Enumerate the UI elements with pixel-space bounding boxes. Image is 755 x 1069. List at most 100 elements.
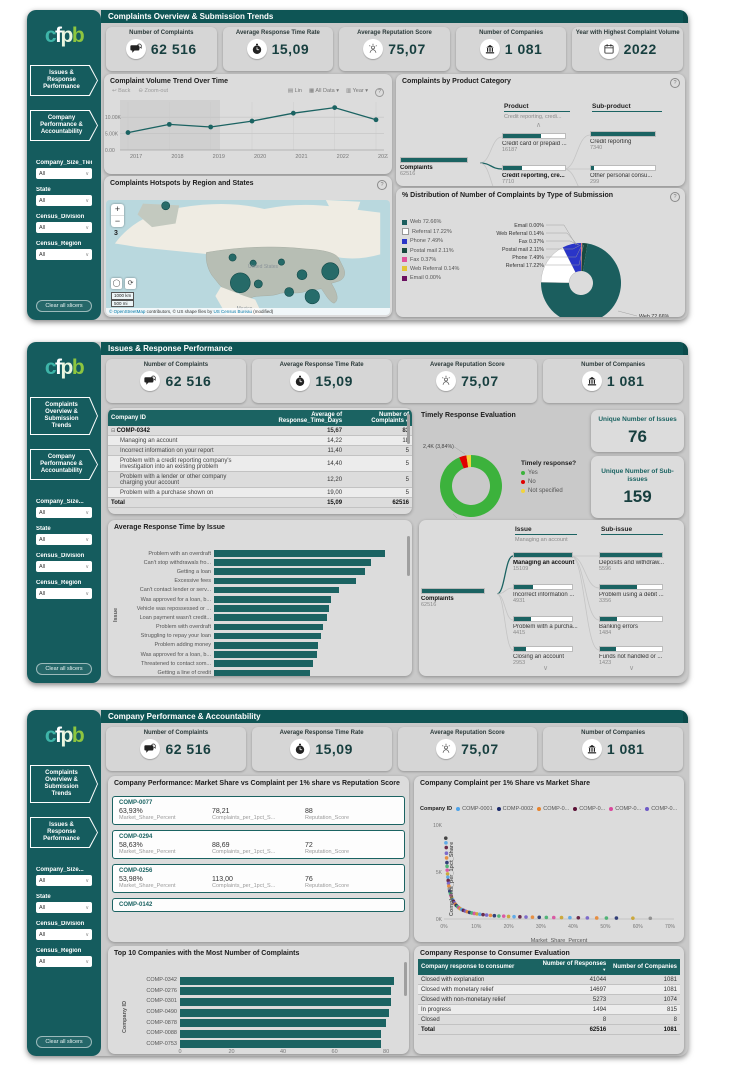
issue-bar-5[interactable] [214, 596, 332, 603]
complaint-bubble-6[interactable] [296, 269, 308, 281]
clear-slicers-button[interactable]: Clear all slicers [36, 663, 92, 675]
issue-bar-13[interactable] [214, 669, 311, 676]
clear-slicers-button[interactable]: Clear all slicers [36, 300, 92, 312]
tree-node-issue-0[interactable]: Managing an account 15109 [513, 552, 585, 572]
collapse-icon[interactable]: ∧ [536, 122, 542, 129]
company-card-partial[interactable]: COMP-0142 [112, 898, 405, 912]
complaint-bubble-3[interactable] [277, 258, 285, 266]
matrix-row[interactable]: Problem with a credit reporting company'… [108, 455, 412, 472]
tree-node-subissue-0[interactable]: Deposits and withdraw... 5596 [599, 552, 675, 572]
help-icon[interactable]: ? [670, 78, 680, 88]
company-card-COMP-0077[interactable]: COMP-0077 63,93% Market_Share_Percent 78,21… [112, 796, 405, 825]
data-point-2020[interactable] [249, 118, 255, 124]
expander-icon[interactable]: ⊟ [111, 427, 117, 434]
donut-segment-1[interactable] [459, 455, 469, 469]
reset-view-icon[interactable]: ⟳ [125, 278, 136, 289]
table-row[interactable]: Closed with explanation 41044 1081 [418, 975, 680, 985]
complaint-bubble-5[interactable] [253, 279, 263, 289]
column-header-2[interactable]: Number of Complaints ▼ [345, 410, 412, 426]
all-data-dropdown[interactable]: ▦ All Data ▾ [309, 88, 339, 94]
nav-button-0[interactable]: Complaints Overview & Submission Trends [30, 765, 98, 803]
table-row[interactable]: Closed with monetary relief 14697 1081 [418, 984, 680, 995]
company-bar-0[interactable] [180, 976, 394, 985]
complaint-bubble-2[interactable] [249, 259, 257, 267]
legend-item[interactable]: Web Referral 0.14% [402, 266, 459, 272]
nav-button-1[interactable]: Issues & Response Performance [30, 817, 98, 848]
slicer-dropdown[interactable]: All ∨ [36, 561, 92, 572]
legend-item[interactable]: No [521, 479, 576, 485]
column-header-0[interactable]: Company ID [108, 410, 248, 426]
tree-node-subissue-1[interactable]: Problem using a debit ... 3356 [599, 584, 675, 604]
nav-button-0[interactable]: Issues & Response Performance [30, 65, 98, 96]
scrollbar[interactable] [407, 414, 410, 444]
tree-node-issue-3[interactable]: Closing an account 2953 [513, 646, 585, 666]
issue-bar-4[interactable] [214, 586, 340, 594]
legend-item[interactable]: COMP-0... [573, 806, 605, 812]
lin-toggle[interactable]: ▤ Lin [287, 88, 302, 94]
table-row[interactable]: Total 62516 1081 [418, 1024, 680, 1035]
tree-column-subproduct[interactable]: Sub-product [592, 103, 662, 112]
data-point-2022[interactable] [332, 105, 338, 111]
zoom-out-button[interactable]: − [111, 215, 124, 227]
tree-node-product-0[interactable]: Credit card or prepaid ... 16187 [502, 133, 578, 153]
issue-bar-2[interactable] [214, 568, 365, 576]
complaint-bubble-9[interactable] [304, 289, 320, 305]
complaint-bubble-1[interactable] [228, 253, 237, 262]
company-bar-4[interactable] [180, 1019, 387, 1028]
issue-bar-10[interactable] [214, 641, 319, 649]
zoom-out-button[interactable]: ⊖ Zoom-out [138, 88, 169, 94]
data-point-2017[interactable] [125, 130, 131, 135]
table-row[interactable]: Closed with non-monetary relief 5273 1074 [418, 994, 680, 1005]
issue-bar-11[interactable] [214, 651, 317, 658]
slicer-dropdown[interactable]: All ∨ [36, 249, 92, 260]
complaint-bubble-0[interactable] [161, 201, 171, 211]
matrix-row[interactable]: Managing an account 14,22 18 [108, 435, 412, 446]
help-icon[interactable]: ? [375, 88, 384, 97]
help-icon[interactable]: ? [377, 180, 387, 190]
table-row[interactable]: In progress 1494 815 [418, 1004, 680, 1015]
slicer-dropdown[interactable]: All ∨ [36, 534, 92, 545]
slicer-dropdown[interactable]: All ∨ [36, 875, 92, 886]
scrollbar[interactable] [404, 962, 407, 996]
legend-item[interactable]: Postal mail 2.11% [402, 248, 459, 254]
matrix-row[interactable]: Total 15,09 62516 [108, 497, 412, 508]
donut-segment-2[interactable] [581, 243, 583, 272]
slicer-dropdown[interactable]: All ∨ [36, 929, 92, 940]
matrix-row[interactable]: Incorrect information on your report 11,4… [108, 445, 412, 456]
slicer-dropdown[interactable]: All ∨ [36, 168, 92, 179]
complaint-bubble-7[interactable] [321, 262, 340, 281]
issue-bar-12[interactable] [214, 660, 313, 667]
slicer-dropdown[interactable]: All ∨ [36, 588, 92, 599]
scroll-down-icon[interactable]: ∨ [543, 665, 549, 672]
lasso-select-icon[interactable]: ◯ [111, 278, 122, 289]
tree-node-issue-1[interactable]: Incorrect information ... 4931 [513, 584, 585, 604]
tree-node-subproduct-0[interactable]: Credit reporting 7340 [590, 131, 668, 151]
tree-node-subissue-2[interactable]: Banking errors 1484 [599, 616, 675, 636]
legend-item[interactable]: Fax 0.37% [402, 257, 459, 263]
company-card-COMP-0256[interactable]: COMP-0256 53,98% Market_Share_Percent 113,0… [112, 864, 405, 893]
legend-item[interactable]: COMP-0001 [456, 806, 493, 812]
slicer-dropdown[interactable]: All ∨ [36, 222, 92, 233]
tree-node-subissue-3[interactable]: Funds not handled or ... 1423 [599, 646, 675, 666]
issue-bar-0[interactable] [214, 550, 385, 557]
tree-root-complaints[interactable]: Complaints 62516 [400, 157, 480, 177]
donut-segment-3[interactable] [581, 243, 588, 272]
slicer-dropdown[interactable]: All ∨ [36, 902, 92, 913]
issue-bar-8[interactable] [214, 623, 323, 631]
nav-button-1[interactable]: Company Performance & Accountability [30, 449, 98, 480]
tree-node-product-1[interactable]: Credit reporting, cre... 7710 [502, 165, 578, 185]
issue-bar-9[interactable] [214, 632, 321, 640]
tree-column-issue[interactable]: Issue [515, 526, 577, 535]
column-header-0[interactable]: Company response to consumer [418, 959, 539, 975]
donut-segment-0[interactable] [440, 455, 502, 517]
help-icon[interactable]: ? [670, 192, 680, 202]
scroll-down-icon[interactable]: ∨ [629, 665, 635, 672]
tree-column-subissue[interactable]: Sub-issue [601, 526, 663, 535]
legend-item[interactable]: COMP-0002 [496, 806, 533, 812]
back-button[interactable]: ↩ Back [112, 88, 131, 94]
legend-item[interactable]: COMP-0... [645, 806, 677, 812]
company-bar-1[interactable] [180, 987, 392, 996]
zoom-in-button[interactable]: + [114, 204, 121, 214]
nav-button-1[interactable]: Company Performance & Accountability [30, 110, 98, 141]
